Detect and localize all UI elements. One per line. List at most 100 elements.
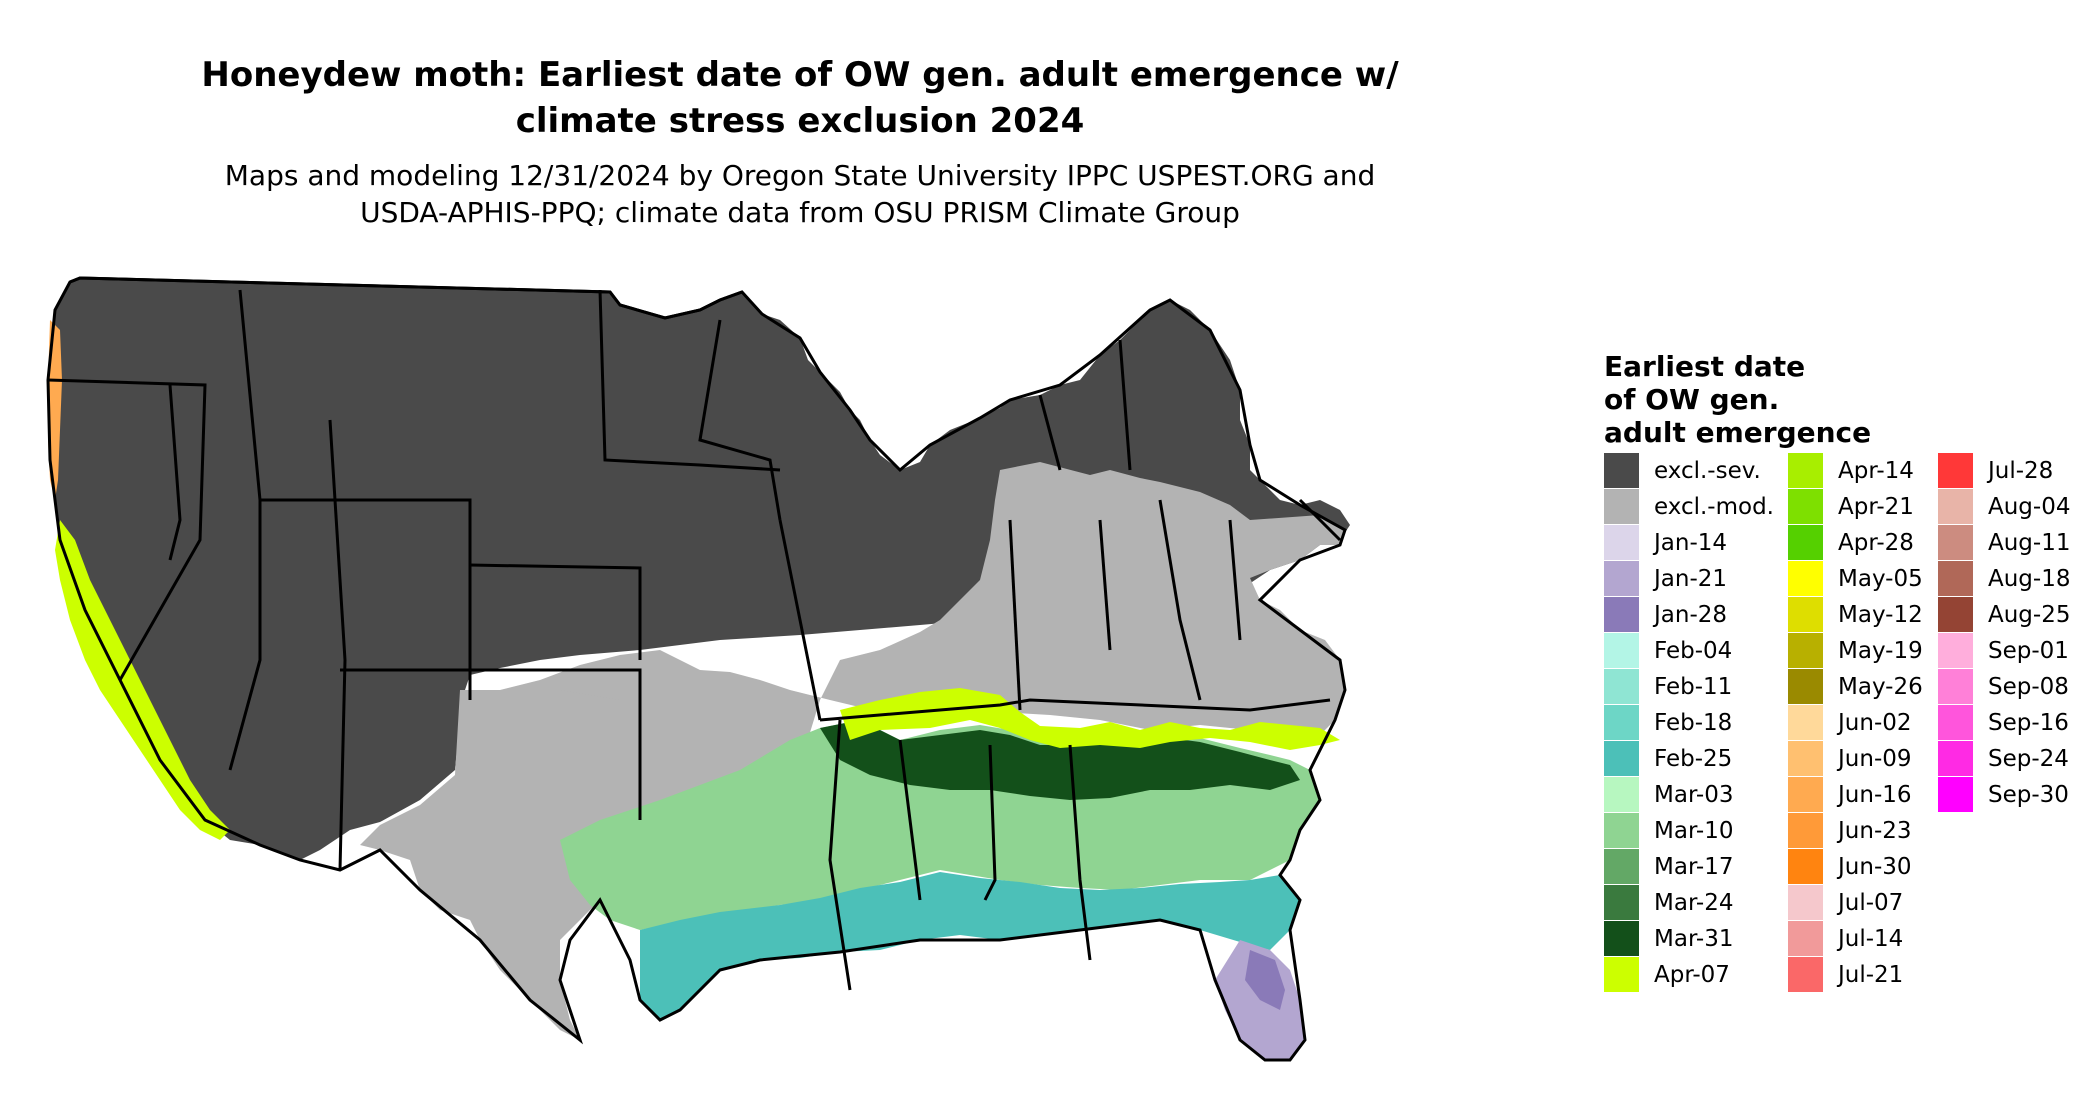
legend-swatch [1938, 669, 1973, 704]
legend-item: Jun-16 [1788, 777, 1938, 813]
legend-swatch [1938, 633, 1973, 668]
legend-swatch [1788, 489, 1823, 524]
region-excl-mod-south-texas [360, 690, 660, 1040]
legend-item: May-19 [1788, 633, 1938, 669]
legend-label: May-19 [1838, 638, 1923, 664]
legend-swatch [1604, 525, 1639, 560]
legend-item: Mar-17 [1604, 849, 1754, 885]
region-west-coast-orange [48, 320, 62, 500]
legend-item: Jan-21 [1604, 561, 1754, 597]
legend-item: Jan-14 [1604, 525, 1754, 561]
legend-label: Mar-17 [1654, 854, 1734, 880]
legend-label: Jun-30 [1838, 854, 1912, 880]
legend-label: May-05 [1838, 566, 1923, 592]
legend-label: Mar-10 [1654, 818, 1734, 844]
map-subtitle: Maps and modeling 12/31/2024 by Oregon S… [0, 157, 1600, 231]
legend-item: excl.-mod. [1604, 489, 1774, 525]
legend-swatch [1604, 597, 1639, 632]
legend-swatch [1604, 777, 1639, 812]
legend-title: Earliest date of OW gen. adult emergence [1604, 350, 1871, 449]
legend-swatch [1604, 705, 1639, 740]
legend-label: May-26 [1838, 674, 1923, 700]
legend-item: Feb-25 [1604, 741, 1754, 777]
legend-item: Sep-08 [1938, 669, 2088, 705]
legend-item: Jun-09 [1788, 741, 1938, 777]
legend-swatch [1938, 489, 1973, 524]
legend-label: Sep-16 [1988, 710, 2069, 736]
legend-label: Jul-07 [1838, 890, 1904, 916]
legend-swatch [1788, 633, 1823, 668]
legend-item: Sep-01 [1938, 633, 2088, 669]
legend-swatch [1604, 489, 1639, 524]
legend-item: Feb-18 [1604, 705, 1754, 741]
legend-item: Jul-07 [1788, 885, 1938, 921]
legend-swatch [1788, 669, 1823, 704]
region-excl-sev-north [48, 278, 1350, 860]
legend-label: Jun-09 [1838, 746, 1912, 772]
legend-label: Sep-24 [1988, 746, 2069, 772]
title-line-2: climate stress exclusion 2024 [515, 101, 1085, 141]
legend-label: Jun-23 [1838, 818, 1912, 844]
legend-label: Jun-02 [1838, 710, 1912, 736]
legend-label: Feb-11 [1654, 674, 1733, 700]
legend-swatch [1604, 957, 1639, 992]
legend-item: excl.-sev. [1604, 453, 1761, 489]
legend-label: Apr-28 [1838, 530, 1914, 556]
legend-swatch [1788, 885, 1823, 920]
legend-swatch [1604, 921, 1639, 956]
legend-label: excl.-mod. [1654, 494, 1774, 520]
legend-swatch [1788, 813, 1823, 848]
region-emergence-feb [640, 872, 1300, 1020]
legend-item: Jun-23 [1788, 813, 1938, 849]
legend-title-line-3: adult emergence [1604, 416, 1872, 449]
legend-title-line-1: Earliest date [1604, 350, 1806, 383]
legend-item: Jun-30 [1788, 849, 1938, 885]
legend-swatch [1938, 525, 1973, 560]
legend-swatch [1604, 453, 1639, 488]
legend-swatch [1788, 777, 1823, 812]
legend-label: Jan-14 [1654, 530, 1728, 556]
legend-item: Aug-04 [1938, 489, 2088, 525]
legend-label: Aug-11 [1988, 530, 2071, 556]
legend-label: Apr-21 [1838, 494, 1914, 520]
legend-item: Jul-28 [1938, 453, 2088, 489]
legend-label: Jan-28 [1654, 602, 1728, 628]
legend-label: Mar-24 [1654, 890, 1734, 916]
legend-item: Mar-24 [1604, 885, 1754, 921]
subtitle-line-2: USDA-APHIS-PPQ; climate data from OSU PR… [360, 196, 1240, 229]
legend-label: Jul-28 [1988, 458, 2054, 484]
legend-label: Jan-21 [1654, 566, 1728, 592]
legend-item: Feb-11 [1604, 669, 1754, 705]
legend-swatch [1604, 885, 1639, 920]
legend-item: Jan-28 [1604, 597, 1754, 633]
legend-swatch [1604, 849, 1639, 884]
map-title: Honeydew moth: Earliest date of OW gen. … [0, 52, 1600, 144]
legend-item: Apr-21 [1788, 489, 1938, 525]
legend-swatch [1788, 453, 1823, 488]
legend-swatch [1938, 453, 1973, 488]
legend-swatch [1788, 921, 1823, 956]
legend-swatch [1788, 957, 1823, 992]
legend-label: Sep-01 [1988, 638, 2069, 664]
legend-item: Aug-18 [1938, 561, 2088, 597]
legend-label: Mar-03 [1654, 782, 1734, 808]
legend-item: May-12 [1788, 597, 1938, 633]
legend-label: Feb-25 [1654, 746, 1733, 772]
legend-label: Jun-16 [1838, 782, 1912, 808]
legend-item: Mar-10 [1604, 813, 1754, 849]
legend-label: Feb-04 [1654, 638, 1733, 664]
legend-swatch [1938, 597, 1973, 632]
legend-item: Aug-11 [1938, 525, 2088, 561]
region-emergence-jan28 [1245, 950, 1285, 1010]
region-west-coast-emergence [55, 520, 230, 840]
legend-title-line-2: of OW gen. [1604, 383, 1780, 416]
legend-swatch [1604, 813, 1639, 848]
legend-label: Apr-07 [1654, 962, 1730, 988]
legend-swatch [1788, 597, 1823, 632]
legend-item: Jul-21 [1788, 957, 1938, 993]
legend-item: Apr-07 [1604, 957, 1754, 993]
legend-swatch [1788, 561, 1823, 596]
legend-label: Jul-14 [1838, 926, 1904, 952]
legend-label: Aug-25 [1988, 602, 2071, 628]
region-excl-mod-east [455, 462, 1345, 835]
